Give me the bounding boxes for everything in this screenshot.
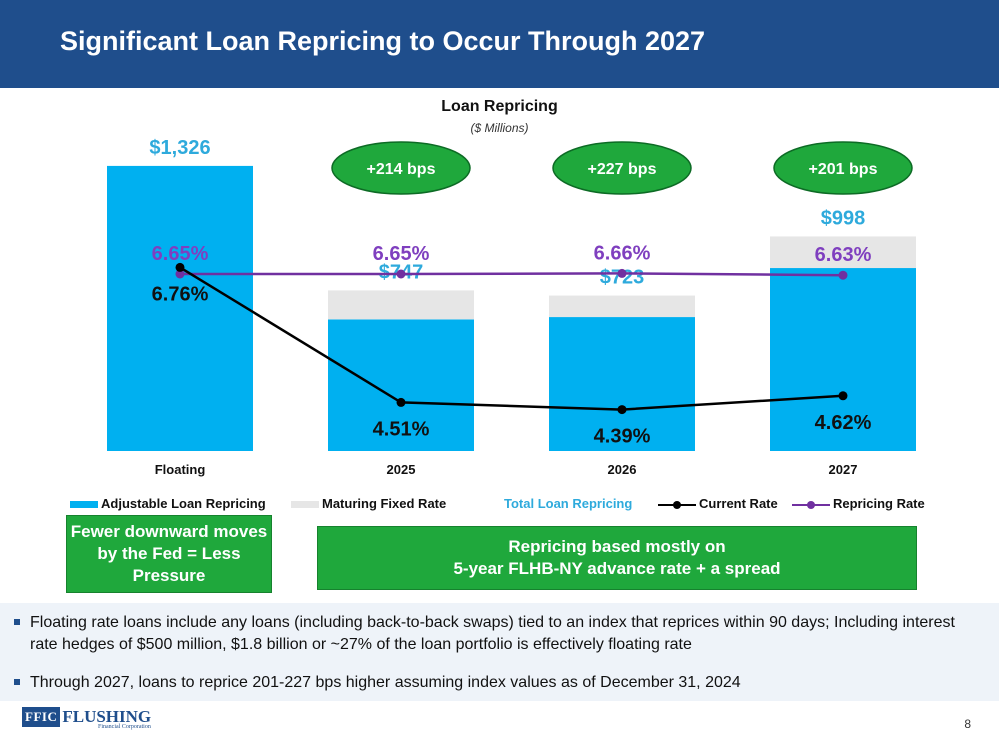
footnotes-panel: Floating rate loans include any loans (i…: [0, 603, 999, 701]
spread-bubble-2026: [552, 141, 692, 195]
legend-line-repricing-rate: [792, 499, 830, 511]
legend-swatch-maturing: [291, 501, 319, 509]
category-label-2027: 2027: [829, 462, 858, 477]
legend-label-current-rate: Current Rate: [699, 496, 778, 511]
bar-maturing-2026: [549, 295, 695, 318]
callout-repricing-basis: Repricing based mostly on 5-year FLHB-NY…: [317, 526, 917, 590]
callout-fed-pressure-text: Fewer downward moves by the Fed = Less P…: [70, 521, 268, 586]
bar-adjustable-floating: [107, 165, 253, 451]
legend-label-repricing-rate: Repricing Rate: [833, 496, 925, 511]
legend-item-current-rate: Current Rate: [658, 496, 778, 511]
repricing-rate-label-floating: 6.65%: [152, 243, 209, 265]
footnote-floating-loans-text: Floating rate loans include any loans (i…: [30, 614, 955, 653]
bar-adjustable-2025: [328, 319, 474, 451]
current-rate-label-2026: 4.39%: [594, 426, 651, 448]
bullet-icon: [14, 679, 20, 685]
bar-maturing-2027: [770, 236, 916, 269]
footnote-floating-loans: Floating rate loans include any loans (i…: [14, 612, 974, 656]
legend-item-total: Total Loan Repricing: [504, 496, 632, 511]
spread-bubble-2025: [331, 141, 471, 195]
loan-repricing-chart: $1,326$747$723$998+214 bps+227 bps+201 b…: [107, 137, 916, 477]
current-rate-line: [179, 266, 844, 411]
legend-label-adjustable: Adjustable Loan Repricing: [101, 496, 266, 511]
callout-repricing-line2: 5-year FLHB-NY advance rate + a spread: [453, 559, 781, 578]
legend-item-repricing-rate: Repricing Rate: [792, 496, 925, 511]
page-number: 8: [964, 717, 971, 731]
footnote-through-2027: Through 2027, loans to reprice 201-227 b…: [14, 672, 974, 694]
repricing-rate-label-2026: 6.66%: [594, 242, 651, 264]
spread-label-2025: +214 bps: [367, 161, 436, 178]
repricing-rate-point-2025: [396, 269, 406, 279]
company-logo: FFIC FLUSHING Financial Corporation: [22, 706, 152, 730]
legend-line-current-rate: [658, 499, 696, 511]
current-rate-point-2026: [617, 405, 627, 415]
current-rate-label-2025: 4.51%: [373, 418, 430, 440]
current-rate-point-floating: [175, 262, 185, 272]
logo-mark: FFIC: [22, 707, 61, 727]
bar-adjustable-2027: [770, 268, 916, 451]
repricing-rate-point-2026: [617, 268, 627, 278]
page-title: Significant Loan Repricing to Occur Thro…: [60, 26, 706, 56]
repricing-rate-line: [180, 272, 844, 277]
spread-label-2026: +227 bps: [588, 161, 657, 178]
total-label-2027: $998: [821, 207, 866, 229]
current-rate-point-2025: [396, 397, 406, 407]
chart-subtitle: ($ Millions): [470, 121, 529, 135]
legend-label-maturing: Maturing Fixed Rate: [322, 496, 447, 511]
repricing-rate-label-2025: 6.65%: [373, 243, 430, 265]
category-label-2026: 2026: [608, 462, 637, 477]
category-label-2025: 2025: [387, 462, 416, 477]
callout-repricing-line1: Repricing based mostly on: [508, 536, 726, 556]
bullet-icon: [14, 619, 20, 625]
spread-label-2027: +201 bps: [809, 161, 878, 178]
current-rate-label-floating: 6.76%: [152, 283, 209, 305]
spread-bubble-2027: [773, 141, 913, 195]
legend-swatch-adjustable: [70, 501, 98, 509]
legend-label-total: Total Loan Repricing: [504, 496, 633, 511]
logo-subtitle: Financial Corporation: [98, 724, 151, 730]
legend-item-maturing: Maturing Fixed Rate: [291, 496, 446, 511]
repricing-rate-point-2027: [838, 270, 848, 280]
current-rate-label-2027: 4.62%: [815, 412, 872, 434]
repricing-rate-point-floating: [175, 269, 185, 279]
repricing-rate-label-2027: 6.63%: [815, 244, 872, 266]
chart-title: Loan Repricing: [441, 98, 558, 115]
header-bar: Significant Loan Repricing to Occur Thro…: [0, 0, 999, 88]
category-label-floating: Floating: [155, 462, 206, 477]
logo-name: FLUSHING: [62, 707, 152, 726]
bar-adjustable-2026: [549, 317, 695, 451]
legend-item-adjustable: Adjustable Loan Repricing: [70, 496, 266, 511]
bar-maturing-2025: [328, 290, 474, 320]
total-label-floating: $1,326: [149, 137, 210, 159]
current-rate-point-2027: [838, 391, 848, 401]
callout-fed-pressure: Fewer downward moves by the Fed = Less P…: [66, 515, 272, 593]
footnote-through-2027-text: Through 2027, loans to reprice 201-227 b…: [30, 674, 741, 691]
